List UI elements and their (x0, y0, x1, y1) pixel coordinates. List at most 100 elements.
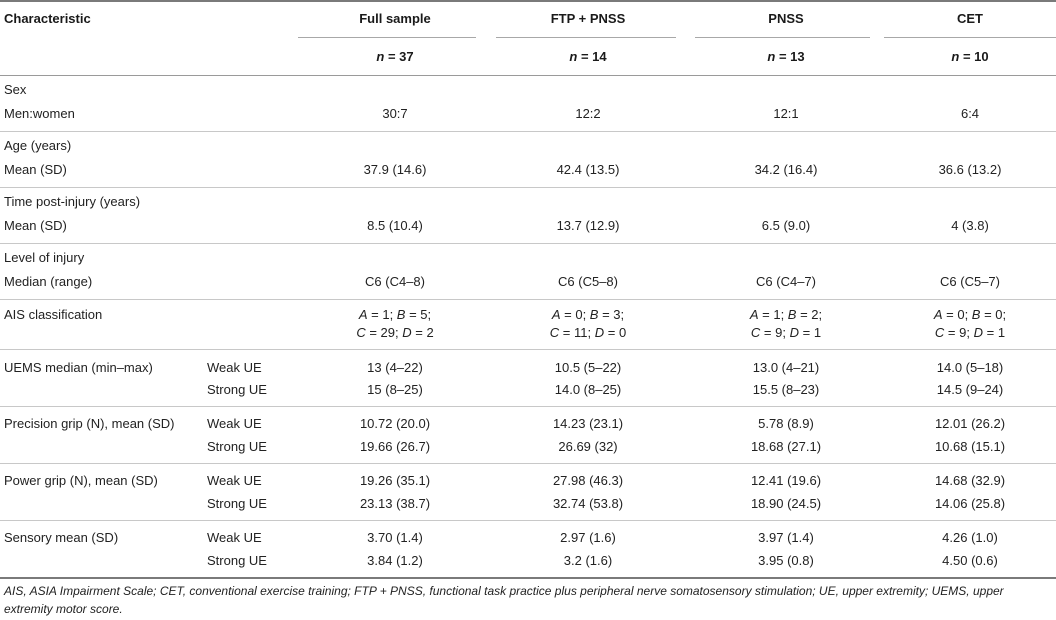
section-title-power: Power grip (N), mean (SD) (4, 473, 158, 488)
row-divider (0, 520, 1056, 521)
row-label-power-weak: Weak UE (207, 473, 262, 488)
cell-power-weak-ftp: 27.98 (46.3) (552, 473, 624, 488)
cell-uems-weak-pnss: 13.0 (4–21) (752, 360, 820, 375)
row-label-precision-strong: Strong UE (207, 439, 267, 454)
row-label-power-strong: Strong UE (207, 496, 267, 511)
cell-uems-weak-full: 13 (4–22) (367, 360, 423, 375)
cell-uems-strong-full: 15 (8–25) (367, 382, 423, 397)
section-title-age: Age (years) (4, 138, 72, 153)
section-title-precision: Precision grip (N), mean (SD) (4, 416, 175, 431)
table-footnote: AIS, ASIA Impairment Scale; CET, convent… (4, 584, 1004, 616)
section-title-time: Time post-injury (years) (4, 194, 141, 209)
cell-power-strong-cet: 14.06 (25.8) (934, 496, 1006, 511)
cell-precision-strong-full: 19.66 (26.7) (359, 439, 431, 454)
row-divider (0, 406, 1056, 407)
cell-uems-weak-cet: 14.0 (5–18) (936, 360, 1004, 375)
cell-power-strong-pnss: 18.90 (24.5) (750, 496, 822, 511)
cell-level-cet: C6 (C5–7) (940, 274, 1000, 289)
n-pnss: n = 13 (767, 49, 805, 64)
cell-sensory-strong-ftp: 3.2 (1.6) (563, 553, 613, 568)
cell-sensory-strong-full: 3.84 (1.2) (367, 553, 423, 568)
header-bottom-rule (0, 75, 1056, 76)
cell-uems-weak-ftp: 10.5 (5–22) (554, 360, 622, 375)
cell-ais-full-line2: C = 29; D = 2 (356, 325, 434, 340)
row-divider (0, 463, 1056, 464)
cell-time-full: 8.5 (10.4) (367, 218, 423, 233)
cell-precision-strong-cet: 10.68 (15.1) (934, 439, 1006, 454)
cell-sex-cet: 6:4 (960, 106, 980, 121)
header-rule-ftp-pnss (496, 37, 676, 38)
section-title-level: Level of injury (4, 250, 85, 265)
header-rule-cet (884, 37, 1056, 38)
cell-time-pnss: 6.5 (9.0) (761, 218, 811, 233)
cell-ais-ftp-line1: A = 0; B = 3; (551, 307, 625, 322)
cell-power-strong-ftp: 32.74 (53.8) (552, 496, 624, 511)
row-label-sensory-weak: Weak UE (207, 530, 262, 545)
row-divider (0, 299, 1056, 300)
cell-sex-full: 30:7 (382, 106, 408, 121)
cell-ais-cet-line1: A = 0; B = 0; (933, 307, 1007, 322)
table-bottom-rule (0, 577, 1056, 579)
header-ftp-pnss: FTP + PNSS (550, 11, 626, 26)
row-label-time: Mean (SD) (4, 218, 67, 233)
header-rule-pnss (695, 37, 870, 38)
row-label-sex: Men:women (4, 106, 75, 121)
row-label-age: Mean (SD) (4, 162, 67, 177)
row-label-uems-strong: Strong UE (207, 382, 267, 397)
cell-power-strong-full: 23.13 (38.7) (359, 496, 431, 511)
cell-age-pnss: 34.2 (16.4) (754, 162, 818, 177)
n-cet: n = 10 (951, 49, 989, 64)
section-title-uems: UEMS median (min–max) (4, 360, 153, 375)
cell-level-ftp: C6 (C5–8) (558, 274, 618, 289)
cell-uems-strong-cet: 14.5 (9–24) (936, 382, 1004, 397)
cell-power-weak-full: 19.26 (35.1) (359, 473, 431, 488)
cell-ais-ftp-line2: C = 11; D = 0 (549, 325, 627, 340)
header-pnss: PNSS (768, 11, 804, 26)
cell-age-full: 37.9 (14.6) (363, 162, 427, 177)
section-title-sensory: Sensory mean (SD) (4, 530, 119, 545)
cell-power-weak-pnss: 12.41 (19.6) (750, 473, 822, 488)
header-full-sample: Full sample (359, 11, 431, 26)
cell-sensory-weak-full: 3.70 (1.4) (367, 530, 423, 545)
cell-precision-weak-full: 10.72 (20.0) (359, 416, 431, 431)
row-label-level: Median (range) (4, 274, 93, 289)
cell-power-weak-cet: 14.68 (32.9) (934, 473, 1006, 488)
cell-level-pnss: C6 (C4–7) (756, 274, 816, 289)
n-ftp-pnss: n = 14 (569, 49, 607, 64)
row-divider (0, 131, 1056, 132)
cell-sensory-strong-cet: 4.50 (0.6) (942, 553, 998, 568)
cell-uems-strong-ftp: 14.0 (8–25) (554, 382, 622, 397)
cell-sex-ftp: 12:2 (575, 106, 601, 121)
cell-sensory-strong-pnss: 3.95 (0.8) (758, 553, 814, 568)
header-rule-full-sample (298, 37, 476, 38)
row-divider (0, 243, 1056, 244)
table-top-rule (0, 0, 1056, 2)
cell-sensory-weak-pnss: 3.97 (1.4) (758, 530, 814, 545)
cell-precision-weak-ftp: 14.23 (23.1) (552, 416, 624, 431)
row-divider (0, 349, 1056, 350)
header-characteristic: Characteristic (4, 11, 91, 26)
row-divider (0, 187, 1056, 188)
cell-precision-weak-cet: 12.01 (26.2) (934, 416, 1006, 431)
header-cet: CET (957, 11, 983, 26)
cell-age-cet: 36.6 (13.2) (938, 162, 1002, 177)
cell-ais-cet-line2: C = 9; D = 1 (934, 325, 1006, 340)
n-full-sample: n = 37 (376, 49, 414, 64)
row-label-uems-weak: Weak UE (207, 360, 262, 375)
cell-ais-pnss-line1: A = 1; B = 2; (749, 307, 823, 322)
cell-age-ftp: 42.4 (13.5) (556, 162, 620, 177)
row-label-precision-weak: Weak UE (207, 416, 262, 431)
cell-precision-strong-pnss: 18.68 (27.1) (750, 439, 822, 454)
cell-sex-pnss: 12:1 (773, 106, 799, 121)
cell-uems-strong-pnss: 15.5 (8–23) (752, 382, 820, 397)
cell-ais-pnss-line2: C = 9; D = 1 (750, 325, 822, 340)
row-label-sensory-strong: Strong UE (207, 553, 267, 568)
cell-sensory-weak-cet: 4.26 (1.0) (942, 530, 998, 545)
cell-precision-weak-pnss: 5.78 (8.9) (758, 416, 814, 431)
cell-precision-strong-ftp: 26.69 (32) (558, 439, 618, 454)
section-title-sex: Sex (4, 82, 27, 97)
section-title-ais: AIS classification (4, 307, 103, 322)
cell-level-full: C6 (C4–8) (365, 274, 425, 289)
cell-time-ftp: 13.7 (12.9) (556, 218, 620, 233)
cell-sensory-weak-ftp: 2.97 (1.6) (560, 530, 616, 545)
